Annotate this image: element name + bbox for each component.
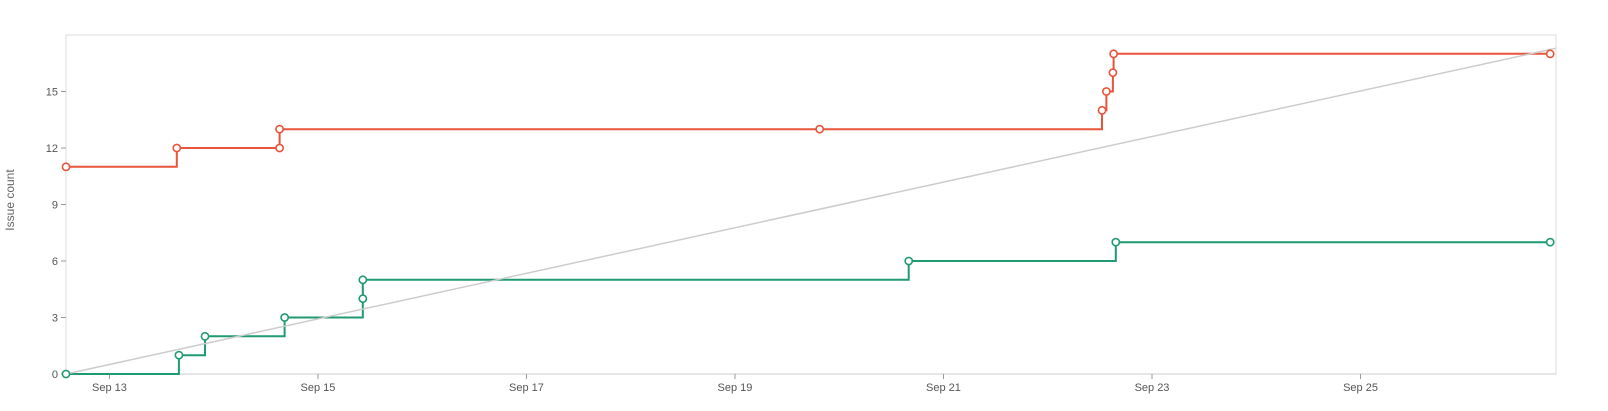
- y-tick-label: 12: [46, 143, 58, 155]
- data-point: [904, 256, 914, 266]
- x-tick-label: Sep 25: [1343, 382, 1378, 394]
- data-point: [275, 124, 284, 134]
- y-tick-label: 9: [52, 200, 58, 212]
- y-tick-label: 0: [52, 369, 58, 381]
- data-point: [815, 124, 825, 134]
- y-tick-label: 15: [46, 87, 58, 99]
- x-tick-label: Sep 17: [509, 382, 544, 394]
- data-point: [1097, 105, 1107, 115]
- data-point: [358, 294, 368, 304]
- data-point: [200, 331, 210, 341]
- data-point: [280, 313, 290, 322]
- x-tick-label: Sep 23: [1135, 382, 1170, 394]
- x-tick-label: Sep 21: [926, 382, 961, 394]
- data-point: [1101, 87, 1111, 96]
- data-point: [358, 275, 368, 285]
- data-point: [1545, 237, 1555, 247]
- y-tick-label: 6: [52, 256, 58, 268]
- data-point: [1111, 237, 1121, 247]
- x-tick-label: Sep 13: [92, 382, 127, 394]
- x-tick-label: Sep 19: [718, 382, 753, 394]
- x-tick-label: Sep 15: [301, 382, 336, 394]
- data-point: [61, 369, 71, 379]
- guide-line: [65, 47, 1557, 375]
- y-tick-label: 3: [52, 313, 58, 325]
- y-axis-label: Issue count: [3, 169, 17, 231]
- data-point: [61, 162, 71, 172]
- plot-frame: [65, 34, 1557, 375]
- data-point: [174, 350, 184, 360]
- series-line-0: [66, 52, 1551, 168]
- data-point: [1108, 68, 1118, 78]
- data-point: [275, 143, 284, 153]
- data-point: [172, 143, 182, 153]
- data-point: [1109, 49, 1119, 59]
- series-line-1: [66, 241, 1551, 375]
- data-point: [1545, 49, 1555, 59]
